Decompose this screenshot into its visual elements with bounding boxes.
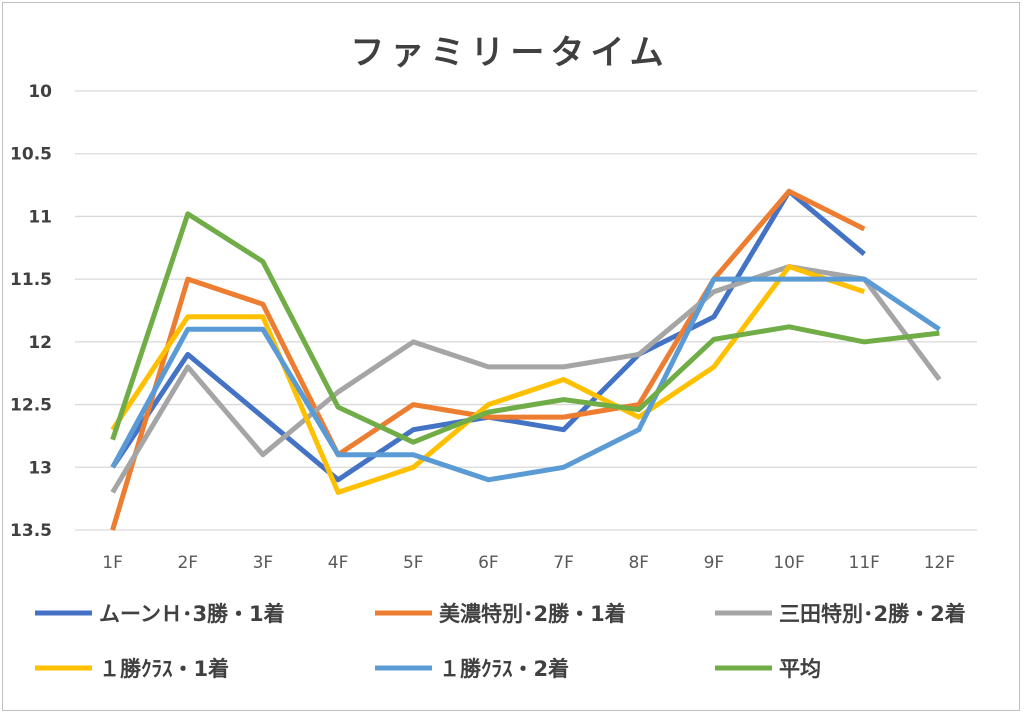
x-tick-label: 2F [177,553,198,573]
series-line-6 [110,211,940,445]
y-tick-label: 11 [28,207,52,227]
legend-label: １勝ｸﾗｽ・2着 [439,657,569,681]
series-line-3 [110,264,942,494]
legend-label: 平均 [779,657,821,681]
legend-label: 美濃特別･2勝・1着 [439,602,626,626]
y-tick-label: 11.5 [10,270,52,290]
x-tick-label: 11F [849,553,880,573]
x-tick-label: 7F [553,553,574,573]
x-tick-label: 3F [253,553,274,573]
chart-title: ファミリータイム [350,33,669,73]
y-tick-label: 13.5 [10,521,52,541]
y-tick-label: 13 [28,458,52,478]
y-tick-label: 10 [28,82,52,102]
legend-label: １勝ｸﾗｽ・1着 [99,657,229,681]
y-tick-label: 12 [28,333,52,353]
x-tick-label: 8F [628,553,649,573]
x-tick-label: 1F [102,553,123,573]
x-tick-label: 6F [478,553,499,573]
x-tick-label: 9F [704,553,725,573]
series-line-2 [110,188,866,531]
x-tick-label: 12F [924,553,955,573]
x-tick-label: 10F [773,553,804,573]
x-axis-ticks: 1F 2F 3F 4F 5F 6F 7F 8F 9F 10F 11F 12F [102,553,955,573]
series-line-4 [110,264,866,495]
legend: ムーンＨ･3勝・1着 美濃特別･2勝・1着 三田特別･2勝・2着 １勝ｸﾗｽ・1着 １勝… [35,602,966,681]
grid-lines [75,90,977,531]
series-lines [110,188,942,531]
x-tick-label: 4F [328,553,349,573]
y-tick-label: 12.5 [10,396,52,416]
x-tick-label: 5F [403,553,424,573]
y-tick-label: 10.5 [10,145,52,165]
legend-label: 三田特別･2勝・2着 [779,602,966,626]
y-axis-ticks: 10 10.5 11 11.5 12 12.5 13 13.5 [10,82,52,541]
legend-label: ムーンＨ･3勝・1着 [99,602,285,626]
series-line-5 [110,276,941,483]
